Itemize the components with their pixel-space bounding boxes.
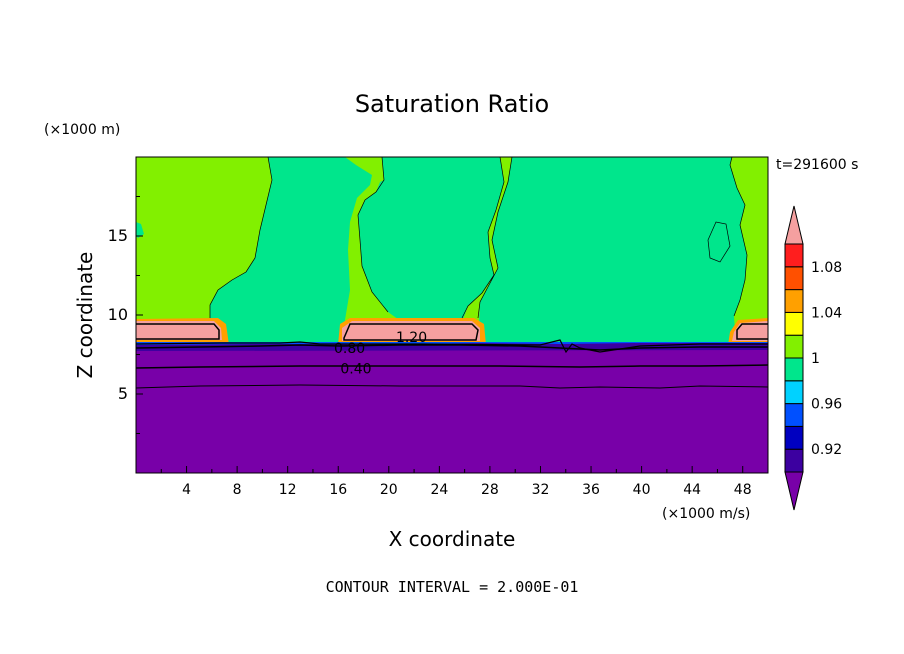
x-tick-label: 28: [481, 482, 499, 498]
y-axis: 5 10 15: [108, 196, 143, 434]
x-tick-label: 20: [380, 482, 398, 498]
field-purple-lower: [136, 350, 768, 473]
field-teal-speck-left: [136, 222, 144, 238]
colorbar-lower-arrow: [784, 471, 804, 511]
contour-interval-footer: CONTOUR INTERVAL = 2.000E-01: [326, 578, 579, 596]
contour-label: 0.80: [334, 341, 365, 357]
time-label: t=291600 s: [776, 157, 858, 173]
contour-line-0.80: [136, 344, 768, 351]
x-tick-label: 24: [430, 482, 448, 498]
colorbar-swatch: [784, 357, 804, 382]
field-teal-column-1: [210, 157, 372, 346]
contour-line-0.40: [136, 364, 768, 369]
field-teal-speck-1: [222, 292, 229, 303]
colorbar-swatch: [784, 425, 804, 450]
colorbar-swatch: [784, 266, 804, 291]
x-axis: 4 8 12 16 20 24 28 32 36 40 44 48: [160, 466, 752, 498]
y-tick-label: 5: [118, 384, 128, 403]
supersat-cell-mid-core: [342, 321, 480, 341]
x-tick-label: 40: [633, 482, 651, 498]
y-tick-label: 15: [108, 226, 128, 245]
colorbar-tick-label: 1.04: [811, 305, 842, 321]
colorbar-swatch: [784, 311, 804, 336]
colorbar-swatch: [784, 243, 804, 268]
contour-line-1.20: [343, 323, 479, 341]
colorbar-swatch: [784, 334, 804, 359]
x-tick-label: 4: [182, 482, 191, 498]
colorbar-swatch: [784, 289, 804, 313]
x-tick-label: 44: [683, 482, 701, 498]
x-tick-label: 8: [233, 482, 242, 498]
colorbar-tick-label: 0.96: [811, 397, 842, 413]
x-axis-label: X coordinate: [389, 527, 516, 551]
field-teal-blob: [708, 222, 730, 262]
x-tick-label: 16: [329, 482, 347, 498]
colorbar: 0.92 0.96 1 1.04 1.08: [784, 205, 842, 511]
supersat-cell-left-core: [136, 321, 222, 340]
colorbar-swatch: [784, 380, 804, 405]
contour-line-1.0-boundary: [209, 157, 748, 319]
field-teal-column-2: [358, 157, 504, 322]
contour-label: 1.20: [396, 330, 427, 346]
colorbar-swatch: [784, 448, 804, 473]
contour-label: 0.40: [340, 362, 371, 378]
colorbar-tick-label: 0.92: [811, 442, 842, 458]
contour-line-lower: [136, 384, 768, 389]
x-tick-label: 36: [582, 482, 600, 498]
contour-line-1.20-right: [736, 323, 768, 340]
x-tick-label: 48: [734, 482, 752, 498]
y-unit-label: (×1000 m): [44, 122, 120, 138]
x-unit-label: (×1000 m/s): [662, 506, 750, 522]
contour-line-1.20-left: [136, 323, 220, 340]
x-tick-label: 12: [279, 482, 297, 498]
y-axis-label: Z coordinate: [73, 252, 97, 379]
chart-title: Saturation Ratio: [355, 90, 549, 118]
y-tick-label: 10: [108, 305, 128, 324]
field-teal-column-3: [478, 157, 747, 346]
x-tick-label: 32: [532, 482, 550, 498]
contour-label-layer: 1.20 0.80 0.40: [334, 330, 427, 378]
plot-area: 1.20 0.80 0.40: [136, 157, 768, 473]
colorbar-upper-arrow: [784, 205, 804, 245]
colorbar-tick-label: 1.08: [811, 260, 842, 276]
colorbar-tick-label: 1: [811, 351, 820, 367]
contour-line-upper-wiggle: [136, 339, 768, 354]
colorbar-swatch: [784, 403, 804, 427]
